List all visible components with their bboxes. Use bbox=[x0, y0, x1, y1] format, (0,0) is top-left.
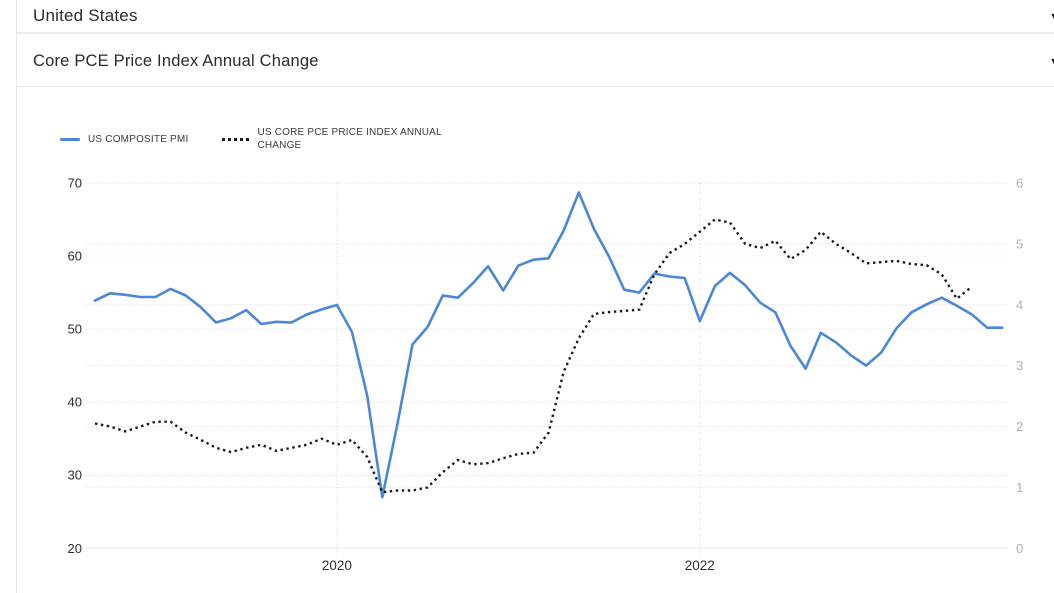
right-axis-tick-label: 3 bbox=[1016, 358, 1023, 373]
legend-item-composite-pmi[interactable]: US COMPOSITE PMI bbox=[60, 133, 188, 146]
metric-label: Core PCE Price Index Annual Change bbox=[33, 51, 319, 70]
legend-item-core-pce[interactable]: US CORE PCE PRICE INDEX ANNUAL CHANGE bbox=[222, 126, 465, 152]
solid-line-swatch-icon bbox=[60, 137, 80, 141]
left-axis-tick-label: 30 bbox=[68, 468, 82, 483]
panel-left-border bbox=[16, 0, 17, 593]
left-axis-tick-label: 70 bbox=[68, 176, 82, 191]
series-line-1 bbox=[94, 218, 973, 494]
country-selector[interactable]: United States ▾ bbox=[17, 0, 1054, 34]
x-axis-tick-label: 2022 bbox=[685, 558, 715, 573]
dotted-line-swatch-icon bbox=[222, 137, 250, 141]
left-axis-tick-label: 60 bbox=[68, 249, 82, 264]
right-axis-tick-label: 6 bbox=[1016, 176, 1023, 191]
left-axis-tick-label: 20 bbox=[68, 541, 82, 556]
left-axis-tick-label: 50 bbox=[68, 322, 82, 337]
legend-label: US COMPOSITE PMI bbox=[88, 133, 189, 145]
right-axis-tick-label: 0 bbox=[1016, 541, 1023, 556]
right-axis-tick-label: 4 bbox=[1016, 297, 1023, 312]
series-line-0 bbox=[93, 191, 1004, 499]
metric-selector[interactable]: Core PCE Price Index Annual Change ▾ bbox=[17, 36, 1054, 87]
legend-label: US CORE PCE PRICE INDEX ANNUAL CHANGE bbox=[257, 127, 442, 151]
x-axis-tick-label: 2020 bbox=[322, 558, 352, 573]
left-axis-tick-label: 40 bbox=[68, 395, 82, 410]
right-axis-tick-label: 5 bbox=[1016, 236, 1023, 251]
chart-legend: US COMPOSITE PMI US CORE PCE PRICE INDEX… bbox=[60, 126, 465, 152]
chevron-down-icon: ▾ bbox=[1051, 55, 1054, 68]
right-axis-tick-label: 2 bbox=[1016, 419, 1023, 434]
country-label: United States bbox=[33, 6, 138, 25]
right-axis-tick-label: 1 bbox=[1016, 480, 1023, 495]
chevron-down-icon: ▾ bbox=[1051, 10, 1054, 23]
